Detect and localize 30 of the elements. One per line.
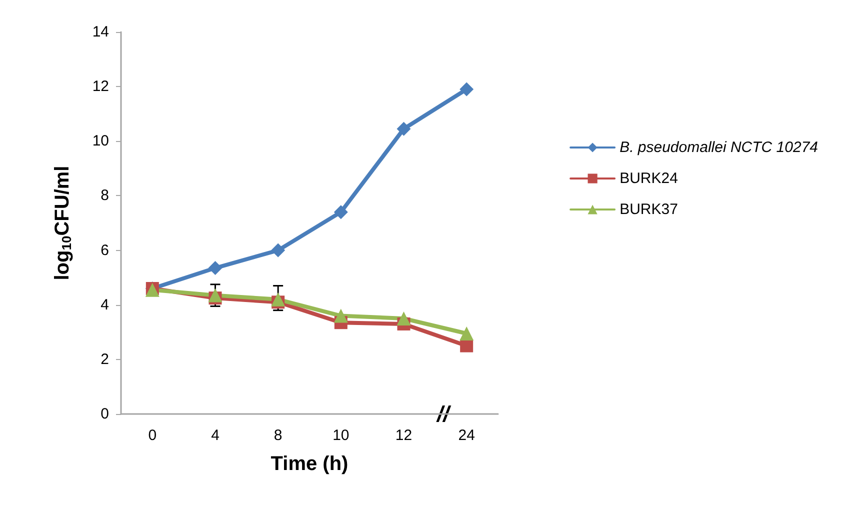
y-axis-title: log10CFU/ml — [52, 166, 74, 280]
y-tick-label: 2 — [100, 350, 109, 368]
point — [271, 292, 286, 306]
y-tick-label: 4 — [100, 296, 109, 314]
y-tick-label: 14 — [92, 24, 109, 40]
y-tick-label: 10 — [92, 132, 109, 150]
y-tick-label: 6 — [100, 242, 109, 259]
point — [460, 339, 474, 352]
x-tick-label: 10 — [332, 427, 350, 444]
point — [334, 308, 348, 323]
point — [460, 82, 474, 96]
y-tick-label: 0 — [100, 406, 109, 422]
x-tick-label: 24 — [458, 427, 475, 444]
point — [208, 288, 222, 302]
point — [460, 326, 474, 341]
point — [208, 261, 222, 276]
x-tick-label: 0 — [148, 427, 157, 444]
point — [396, 312, 411, 326]
legend-label: BURK37 — [620, 201, 678, 218]
point — [396, 122, 411, 136]
x-tick-label: 8 — [274, 427, 282, 444]
y-tick-label: 8 — [100, 187, 109, 204]
point — [271, 243, 286, 258]
x-axis-title: Time (h) — [270, 453, 348, 475]
legend-label: BURK24 — [620, 170, 678, 187]
legend-label: B. pseudomallei NCTC 10274 — [620, 139, 818, 156]
x-tick-label: 12 — [395, 427, 412, 444]
x-tick-label: 4 — [211, 427, 220, 444]
point — [334, 205, 348, 220]
y-tick-label: 12 — [92, 78, 109, 96]
